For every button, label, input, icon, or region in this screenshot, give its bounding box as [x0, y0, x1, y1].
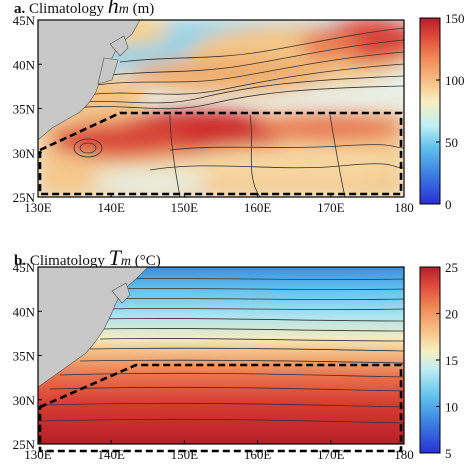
panel-b-axes: 130E 140E 150E 160E 170E 180 45N 40N 35N 30N 25N: [13, 260, 414, 462]
panel-a-label: a.: [14, 1, 26, 17]
x-tick-label: 130E: [24, 200, 52, 215]
panel-b-box: [38, 363, 403, 453]
y-tick-label: 25N: [13, 437, 36, 452]
y-tick-label: 40N: [13, 304, 36, 319]
y-tick-label: 30N: [13, 146, 36, 161]
colorbar-tick-label: 5: [445, 446, 452, 461]
panel-b-unit: (°C): [134, 253, 161, 269]
x-tick-label: 140E: [97, 447, 125, 462]
colorbar-tick-label: 150: [445, 11, 465, 26]
panel-b-land: [38, 267, 149, 388]
x-tick-label: 160E: [244, 447, 272, 462]
y-tick-label: 25N: [13, 190, 36, 205]
panel-a-subscript: m: [118, 2, 129, 17]
colorbar-tick-label: 25: [445, 260, 458, 275]
panel-a-title: a. Climatology hm (m): [14, 0, 154, 19]
panel-b-title-text: Climatology: [29, 253, 105, 269]
colorbar-tick-label: 50: [445, 135, 458, 150]
panel-b-colorbar-ticks: 5 10 15 20 25: [436, 260, 458, 461]
panel-a-unit: (m): [132, 1, 155, 17]
panel-b-symbol: T: [108, 245, 121, 270]
panel-b-label: b.: [14, 253, 27, 269]
x-tick-label: 140E: [97, 200, 125, 215]
panel-b-field: [38, 267, 404, 444]
colorbar-tick-label: 0: [445, 197, 452, 212]
panel-a-colorbar: [419, 17, 441, 205]
x-tick-label: 160E: [244, 200, 272, 215]
colorbar-tick-label: 15: [445, 353, 458, 368]
y-tick-label: 45N: [13, 13, 36, 28]
panel-a: a. Climatology hm (m): [13, 0, 465, 215]
x-tick-label: 130E: [24, 447, 52, 462]
y-tick-label: 30N: [13, 393, 36, 408]
colorbar-tick-label: 10: [445, 400, 458, 415]
panel-a-land: [38, 20, 141, 141]
colorbar-tick-label: 100: [445, 73, 465, 88]
panel-a-box: [38, 111, 403, 196]
x-tick-label: 150E: [171, 200, 199, 215]
panel-a-svg: 0 50 100 150 130E 140E 150E 160E 170E 180 45N 40N 3…: [13, 11, 465, 215]
panel-b-svg: 5 10 15 20 25 130E 140E 150E 160E 170E 180 45N 40N 3…: [13, 260, 458, 462]
panel-a-symbol: h: [107, 0, 119, 18]
panel-a-field: [38, 20, 404, 197]
x-tick-label: 170E: [317, 200, 345, 215]
panel-a-contours: [59, 27, 404, 197]
panel-a-island-2: [97, 57, 119, 85]
panel-b: b. Climatology Tm (°C): [0, 237, 474, 474]
x-tick-label: 180: [394, 447, 414, 462]
y-tick-label: 35N: [13, 349, 36, 364]
y-tick-label: 40N: [13, 57, 36, 72]
x-tick-label: 170E: [317, 447, 345, 462]
panel-a-axes: 130E 140E 150E 160E 170E 180 45N 40N 35N 30N 25N: [13, 13, 414, 215]
panel-b-subscript: m: [120, 254, 131, 269]
x-tick-label: 150E: [171, 447, 199, 462]
panel-b-title: b. Climatology Tm (°C): [14, 245, 161, 271]
panel-a-island: [109, 35, 129, 57]
x-tick-label: 180: [394, 200, 414, 215]
panel-a-title-text: Climatology: [29, 1, 104, 17]
panel-b-contours: [39, 278, 404, 424]
colorbar-tick-label: 20: [445, 307, 458, 322]
panel-a-colorbar-ticks: 0 50 100 150: [436, 11, 465, 212]
panel-b-island: [111, 282, 131, 304]
y-tick-label: 45N: [13, 260, 36, 275]
y-tick-label: 35N: [13, 102, 36, 117]
